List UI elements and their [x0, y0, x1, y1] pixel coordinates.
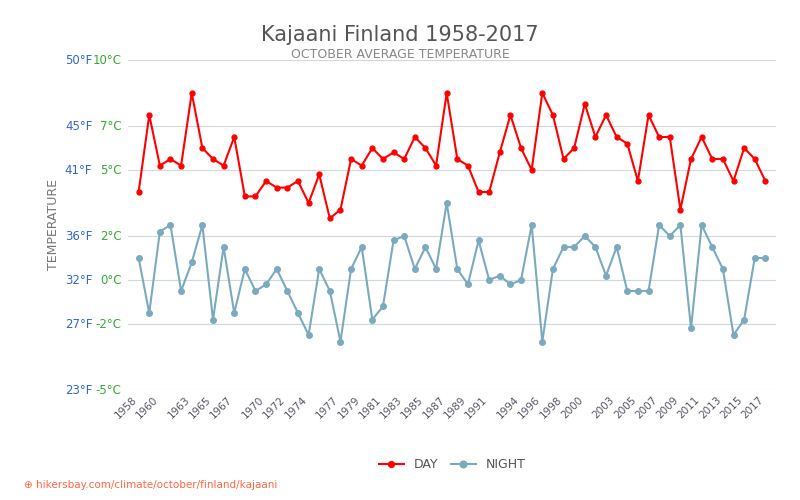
NIGHT [761, 255, 770, 261]
NIGHT [548, 266, 558, 272]
Text: 5°C: 5°C [100, 164, 122, 176]
Line: DAY: DAY [136, 90, 768, 221]
NIGHT [314, 266, 324, 272]
Line: NIGHT: NIGHT [136, 200, 768, 344]
DAY [304, 200, 314, 206]
Text: 41°F: 41°F [65, 164, 92, 176]
Text: -5°C: -5°C [96, 384, 122, 396]
Text: 10°C: 10°C [93, 54, 122, 66]
Text: 36°F: 36°F [65, 230, 92, 242]
DAY [761, 178, 770, 184]
NIGHT [293, 310, 302, 316]
Text: 2°C: 2°C [100, 230, 122, 242]
DAY [357, 162, 366, 168]
Text: 7°C: 7°C [100, 120, 122, 132]
Y-axis label: TEMPERATURE: TEMPERATURE [47, 180, 60, 270]
DAY [134, 189, 143, 195]
Text: -2°C: -2°C [95, 318, 122, 330]
NIGHT [240, 266, 250, 272]
Text: 50°F: 50°F [65, 54, 92, 66]
Text: 0°C: 0°C [100, 274, 122, 286]
Legend: DAY, NIGHT: DAY, NIGHT [374, 453, 530, 476]
Text: Kajaani Finland 1958-2017: Kajaani Finland 1958-2017 [261, 25, 539, 45]
NIGHT [134, 255, 143, 261]
Text: 45°F: 45°F [65, 120, 92, 132]
NIGHT [346, 266, 356, 272]
Text: 27°F: 27°F [65, 318, 92, 330]
Text: 32°F: 32°F [65, 274, 92, 286]
NIGHT [336, 338, 346, 344]
DAY [548, 112, 558, 118]
DAY [336, 206, 346, 212]
DAY [187, 90, 197, 96]
DAY [367, 145, 377, 151]
DAY [325, 216, 334, 222]
Text: ⊕ hikersbay.com/climate/october/finland/kajaani: ⊕ hikersbay.com/climate/october/finland/… [24, 480, 278, 490]
NIGHT [357, 244, 366, 250]
Text: OCTOBER AVERAGE TEMPERATURE: OCTOBER AVERAGE TEMPERATURE [290, 48, 510, 60]
DAY [250, 194, 260, 200]
Text: 23°F: 23°F [65, 384, 92, 396]
NIGHT [442, 200, 451, 206]
